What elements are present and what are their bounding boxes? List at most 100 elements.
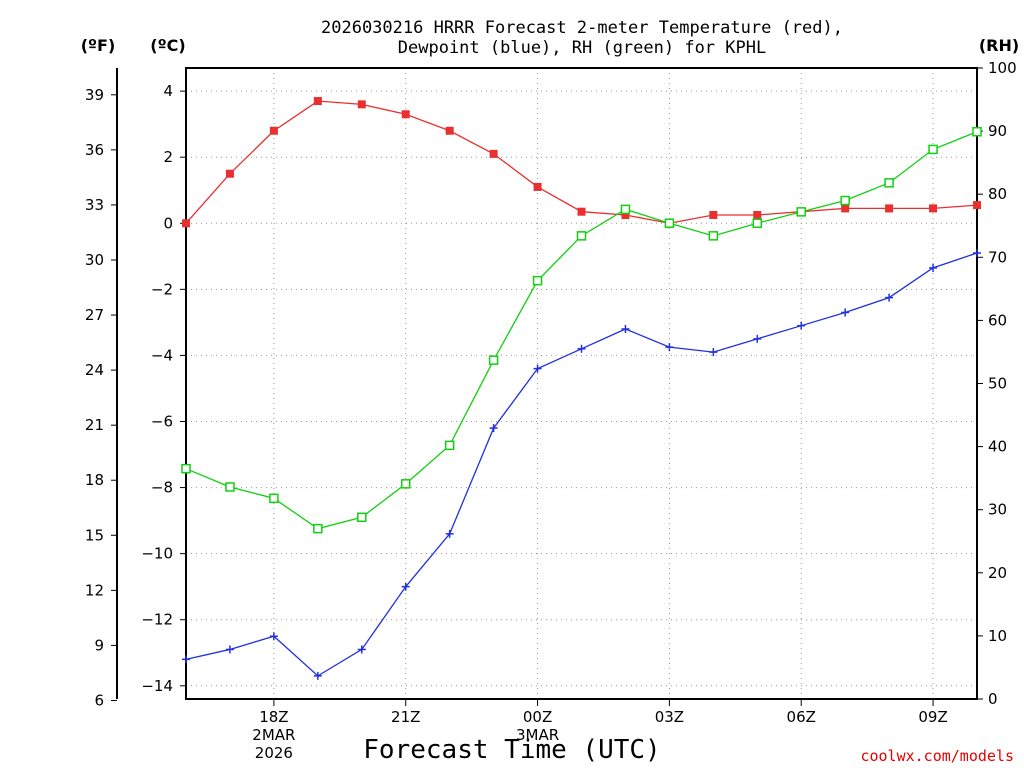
rh-point — [225, 482, 235, 492]
fahrenheit-tick-label: 6 — [94, 691, 104, 709]
temperature-point — [445, 126, 454, 135]
x-tick-label: 3MAR — [516, 726, 559, 744]
rh-point — [181, 463, 191, 474]
dewpoint-point — [797, 321, 806, 330]
dewpoint-point — [445, 529, 454, 538]
fahrenheit-tick-label: 33 — [85, 196, 104, 214]
temperature-point — [753, 211, 762, 220]
fahrenheit-tick-label: 15 — [85, 526, 104, 544]
rh-point — [708, 231, 719, 241]
fahrenheit-tick-label: 9 — [94, 636, 104, 654]
fahrenheit-tick-label: 36 — [85, 141, 104, 159]
celsius-tick-label: −14 — [141, 677, 173, 695]
fahrenheit-tick-label: 39 — [85, 86, 104, 104]
rh-point — [664, 218, 675, 228]
chart-title-line2: Dewpoint (blue), RH (green) for KPHL — [398, 38, 766, 58]
dewpoint-point — [841, 308, 850, 317]
rh-tick-label: 40 — [988, 438, 1007, 456]
celsius-tick-label: −4 — [151, 346, 173, 364]
x-tick-label: 2026 — [255, 744, 293, 762]
temperature-point — [841, 204, 850, 213]
rh-point — [576, 231, 587, 241]
rh-point — [752, 218, 763, 228]
dewpoint-point — [973, 249, 981, 258]
dewpoint-point — [885, 293, 894, 302]
temperature-point — [269, 126, 278, 135]
temperature-point — [401, 110, 410, 119]
rh-tick-label: 50 — [988, 375, 1007, 393]
temperature-point — [489, 149, 498, 158]
x-tick-label: 06Z — [787, 708, 816, 726]
rh-point — [972, 126, 982, 137]
x-tick-label: 21Z — [391, 708, 420, 726]
rh-point — [269, 493, 279, 504]
tick-labels: 420−2−4−6−8−10−12−1439363330272421181512… — [85, 59, 1017, 762]
rh-tick-label: 100 — [988, 59, 1017, 77]
rh-point — [488, 355, 499, 365]
fahrenheit-unit-label: (ºF) — [81, 36, 116, 55]
temperature-point — [182, 219, 190, 228]
series-rh — [181, 126, 982, 534]
temperature-point — [709, 211, 718, 220]
dewpoint-point — [533, 364, 542, 373]
temperature-point — [973, 201, 981, 210]
fahrenheit-tick-label: 24 — [85, 361, 104, 379]
celsius-tick-label: 4 — [163, 82, 173, 100]
celsius-tick-label: 2 — [163, 148, 173, 166]
dewpoint-point — [313, 671, 322, 680]
fahrenheit-tick-label: 30 — [85, 251, 104, 269]
rh-tick-label: 30 — [988, 501, 1007, 519]
rh-tick-label: 20 — [988, 564, 1007, 582]
x-tick-label: 2MAR — [252, 726, 295, 744]
series-2-meter-temperature — [182, 97, 981, 228]
dewpoint-point — [929, 263, 938, 272]
temperature-point — [885, 204, 894, 213]
rh-point — [840, 195, 850, 206]
dewpoint-point — [709, 348, 718, 357]
dewpoint-point — [577, 344, 586, 353]
temperature-point — [357, 100, 366, 109]
celsius-tick-label: −10 — [141, 545, 173, 563]
x-tick-label: 03Z — [655, 708, 684, 726]
rh-point — [532, 275, 543, 286]
temperature-point — [577, 207, 586, 216]
celsius-tick-label: −12 — [141, 611, 173, 629]
celsius-unit-label: (ºC) — [150, 36, 185, 55]
grid-lines — [186, 68, 977, 699]
rh-point — [928, 144, 938, 155]
dewpoint-point — [489, 424, 498, 433]
dewpoint-point — [665, 343, 674, 352]
dewpoint-point — [753, 334, 762, 343]
temperature-point — [929, 204, 938, 213]
celsius-tick-label: −2 — [151, 280, 173, 298]
rh-unit-label: (RH) — [979, 36, 1019, 55]
x-tick-label: 00Z — [523, 708, 552, 726]
dewpoint-point — [225, 645, 234, 654]
x-tick-label: 18Z — [259, 708, 288, 726]
rh-point — [400, 479, 411, 489]
fahrenheit-tick-label: 12 — [85, 581, 104, 599]
temperature-point — [533, 182, 542, 191]
x-axis-label: Forecast Time (UTC) — [363, 735, 660, 765]
dewpoint-point — [401, 582, 410, 591]
temperature-point — [313, 97, 322, 106]
rh-point — [796, 207, 806, 217]
rh-tick-label: 10 — [988, 627, 1007, 645]
rh-tick-label: 70 — [988, 248, 1007, 266]
rh-point — [620, 204, 631, 215]
plot-frame — [185, 67, 978, 700]
rh-point — [313, 523, 323, 534]
series-line — [185, 100, 978, 224]
dewpoint-point — [182, 655, 190, 664]
fahrenheit-tick-label: 27 — [85, 306, 104, 324]
dewpoint-point — [621, 324, 630, 333]
rh-point — [884, 178, 894, 188]
rh-tick-label: 60 — [988, 311, 1007, 329]
rh-point — [357, 512, 367, 523]
celsius-tick-label: −8 — [151, 479, 173, 497]
series-dewpoint — [182, 249, 981, 680]
temperature-point — [225, 169, 234, 178]
dewpoint-point — [357, 645, 366, 654]
x-tick-label: 09Z — [918, 708, 947, 726]
